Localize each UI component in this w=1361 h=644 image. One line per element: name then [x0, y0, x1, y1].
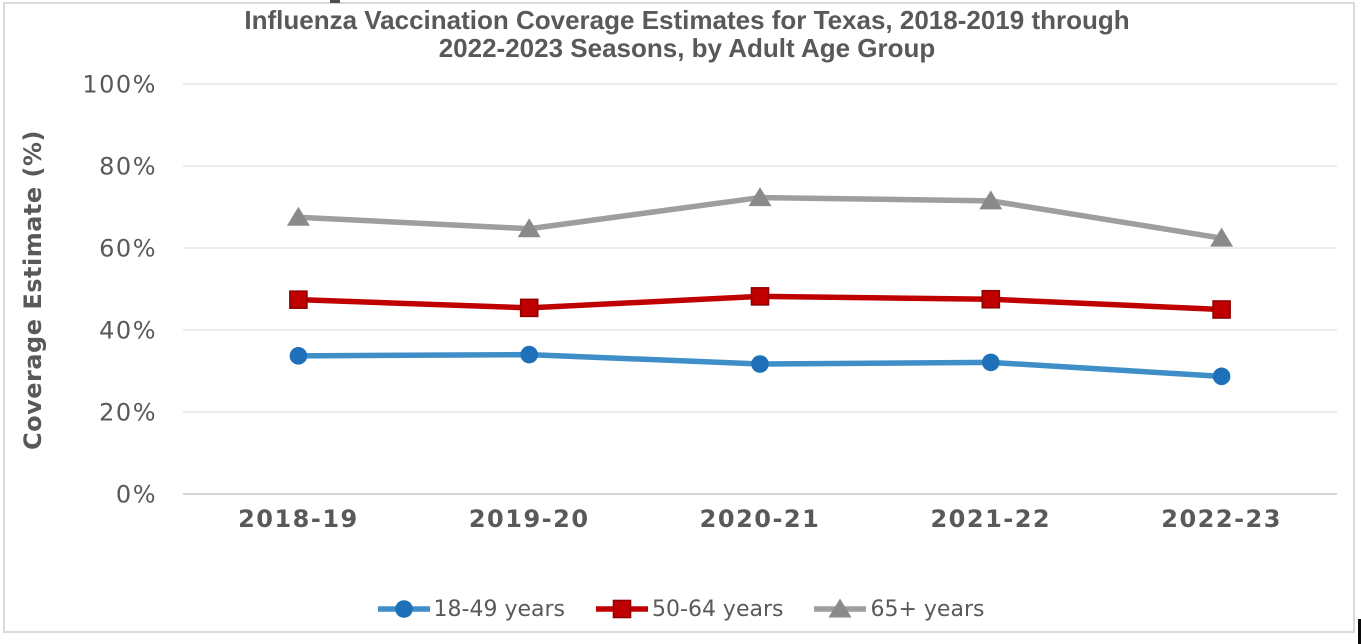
- square-marker: [289, 290, 308, 309]
- square-marker: [612, 599, 632, 619]
- screenshot-artifact-dash: [330, 0, 340, 3]
- x-tick-label: 2019-20: [469, 505, 590, 533]
- legend-swatch-triangle: [814, 598, 867, 618]
- square-marker: [981, 289, 1001, 309]
- square-marker: [1212, 300, 1231, 319]
- y-tick-label: 20%: [99, 399, 157, 427]
- triangle-marker: [979, 190, 1003, 210]
- triangle-marker: [517, 218, 541, 238]
- y-tick-label: 0%: [116, 481, 157, 509]
- legend-item-18-49-years: 18-49 years: [377, 597, 565, 622]
- y-tick-label: 60%: [99, 235, 157, 263]
- legend: 18-49 years 50-64 years 65+ years: [0, 591, 1361, 627]
- x-tick-label: 2018-19: [238, 505, 359, 533]
- circle-marker: [1212, 367, 1231, 386]
- chart-title-line1: Influenza Vaccination Coverage Estimates…: [244, 5, 1130, 35]
- circle-marker: [982, 353, 1000, 372]
- circle-marker: [520, 345, 538, 364]
- legend-label: 65+ years: [870, 596, 985, 622]
- triangle-marker: [1210, 227, 1234, 247]
- legend-swatch-circle: [377, 600, 430, 618]
- circle-marker: [751, 355, 769, 373]
- chart-title-line2: 2022-2023 Seasons, by Adult Age Group: [438, 33, 936, 63]
- square-marker: [519, 298, 539, 318]
- legend-label: 50-64 years: [652, 596, 784, 622]
- x-tick-label: 2020-21: [700, 505, 821, 533]
- legend-swatch-square: [596, 599, 649, 619]
- circle-marker: [289, 347, 308, 365]
- y-tick-label: 80%: [99, 153, 157, 181]
- y-tick-label: 100%: [82, 71, 157, 99]
- square-marker: [750, 287, 770, 306]
- screenshot-artifact-black-edge: [1358, 619, 1361, 644]
- x-tick-label: 2022-23: [1161, 505, 1282, 533]
- triangle-marker: [286, 206, 310, 226]
- legend-item-65-years: 65+ years: [813, 597, 984, 622]
- y-tick-label: 40%: [99, 317, 157, 345]
- circle-marker: [394, 600, 413, 618]
- legend-label: 18-49 years: [433, 596, 566, 622]
- x-tick-label: 2021-22: [930, 505, 1051, 533]
- chart-title: Influenza Vaccination Coverage Estimates…: [244, 6, 1129, 62]
- triangle-marker: [748, 187, 772, 207]
- triangle-marker: [828, 598, 852, 618]
- legend-item-50-64-years: 50-64 years: [595, 597, 783, 622]
